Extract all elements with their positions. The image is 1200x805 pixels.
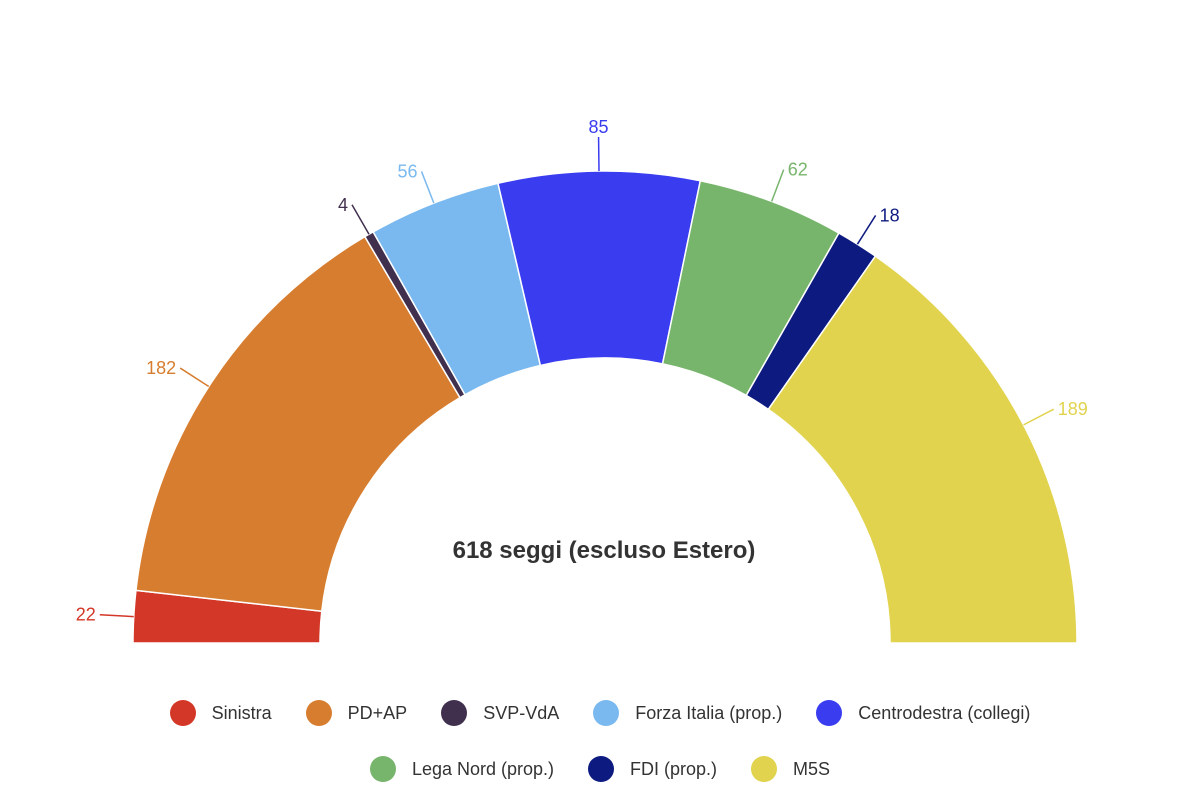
slice-pd-ap[interactable] bbox=[135, 235, 462, 613]
legend-swatch-forza-italia bbox=[593, 700, 620, 726]
legend-swatch-centrodestra bbox=[816, 700, 843, 726]
legend-row-2: Lega Nord (prop.) FDI (prop.) M5S bbox=[0, 756, 1200, 782]
legend-swatch-pd-ap bbox=[305, 700, 332, 726]
data-label-centrodestra-collegi: 85 bbox=[589, 117, 609, 137]
legend-swatch-svp-vda bbox=[441, 700, 468, 726]
chart-title: 618 seggi (escluso Estero) bbox=[453, 537, 756, 564]
chart-area: 22 182 4 56 85 62 18 189 618 seggi (escluso Est… bbox=[76, 117, 1088, 644]
legend-label-pd-ap: PD+AP bbox=[347, 702, 408, 723]
legend-swatch-sinistra bbox=[169, 700, 196, 726]
data-label-lega-nord-prop: 62 bbox=[788, 160, 808, 180]
legend-item-lega-nord[interactable]: Lega Nord (prop.) bbox=[369, 756, 555, 782]
data-label-svp-vda: 4 bbox=[338, 195, 348, 215]
data-label-pd-ap: 182 bbox=[146, 358, 176, 378]
legend-swatch-lega-nord bbox=[369, 756, 396, 782]
legend-item-centrodestra[interactable]: Centrodestra (collegi) bbox=[816, 700, 1030, 726]
connector-svp-vda bbox=[351, 204, 370, 235]
legend-label-svp-vda: SVP-VdA bbox=[483, 702, 560, 723]
semi-donut-chart: 22 182 4 56 85 62 18 189 618 seggi (escluso Est… bbox=[76, 117, 1088, 644]
connector-fdi-prop bbox=[856, 215, 877, 245]
data-label-m5s: 189 bbox=[1058, 399, 1088, 419]
legend-item-forza-italia[interactable]: Forza Italia (prop.) bbox=[593, 700, 782, 726]
data-label-sinistra: 22 bbox=[76, 605, 96, 625]
connector-pd-ap bbox=[179, 367, 210, 388]
legend-label-m5s: M5S bbox=[793, 758, 831, 779]
legend-row-1: Sinistra PD+AP SVP-VdA Forza Italia (pro… bbox=[0, 700, 1200, 726]
legend-swatch-fdi bbox=[588, 756, 615, 782]
legend-label-lega-nord: Lega Nord (prop.) bbox=[411, 758, 555, 779]
legend-label-forza-italia: Forza Italia (prop.) bbox=[635, 702, 783, 723]
connector-sinistra bbox=[99, 613, 134, 618]
connector-forza-italia-prop bbox=[420, 171, 435, 204]
legend-item-fdi[interactable]: FDI (prop.) bbox=[588, 756, 717, 782]
slice-m5s[interactable] bbox=[767, 255, 1078, 644]
legend-label-centrodestra: Centrodestra (collegi) bbox=[858, 702, 1031, 723]
data-label-forza-italia-prop: 56 bbox=[397, 161, 417, 181]
connector-m5s bbox=[1023, 408, 1055, 426]
legend-swatch-m5s bbox=[751, 756, 778, 782]
legend-label-sinistra: Sinistra bbox=[211, 702, 272, 723]
data-label-fdi-prop: 18 bbox=[880, 205, 900, 225]
legend-item-m5s[interactable]: M5S bbox=[751, 756, 830, 782]
legend-item-svp-vda[interactable]: SVP-VdA bbox=[441, 700, 559, 726]
legend-item-sinistra[interactable]: Sinistra bbox=[169, 700, 272, 726]
connector-lega-nord-prop bbox=[770, 169, 785, 202]
legend-item-pd-ap[interactable]: PD+AP bbox=[305, 700, 408, 726]
legend-label-fdi: FDI (prop.) bbox=[630, 758, 718, 779]
